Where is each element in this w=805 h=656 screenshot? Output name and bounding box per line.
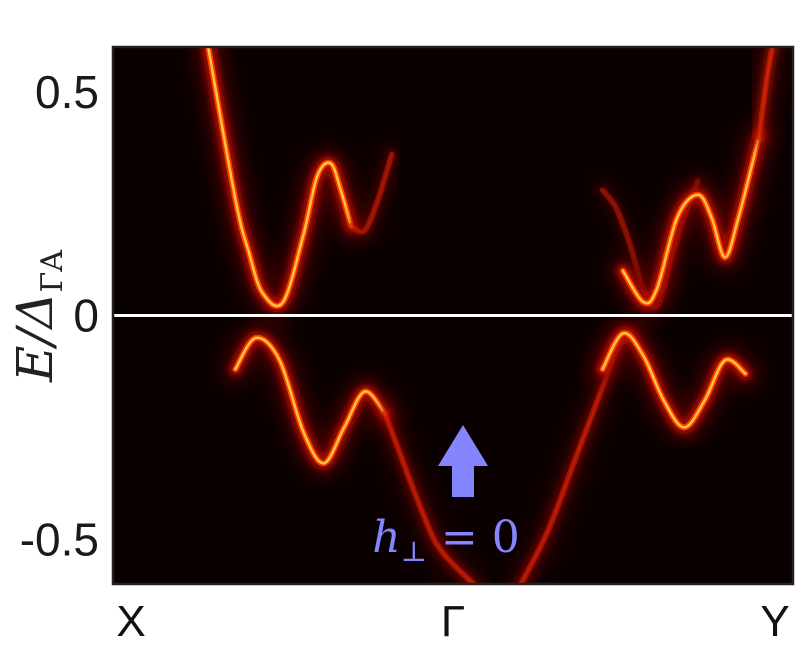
band-1 xyxy=(193,47,366,321)
band-2-stroke-4 xyxy=(349,153,394,233)
annotation-label: h⊥ = 0 xyxy=(372,512,520,568)
band-2 xyxy=(336,139,407,247)
y-axis-label: E/ΔΓA xyxy=(6,250,70,383)
band-4-stroke-4 xyxy=(383,412,475,584)
annotation-group: h⊥ = 0 xyxy=(372,425,520,568)
spectral-bands xyxy=(193,47,789,584)
band-6-stroke-4 xyxy=(621,135,761,305)
up-arrow-icon xyxy=(438,425,488,497)
annotation-equals: = 0 xyxy=(427,512,520,563)
band-6 xyxy=(608,121,774,319)
band-4 xyxy=(370,398,489,584)
band-1-stroke-4 xyxy=(206,47,353,308)
band-9-stroke-4 xyxy=(601,332,747,429)
band-9 xyxy=(587,318,761,443)
y-tick-label: 0.5 xyxy=(35,66,99,118)
band-3-stroke-4 xyxy=(234,336,387,465)
y-tick-labels: 0.5 0 -0.5 xyxy=(20,66,99,566)
band-2-stroke-3 xyxy=(348,151,395,235)
plot-border xyxy=(111,45,795,586)
x-tick-label: X xyxy=(116,597,145,646)
y-axis-label-main: E/Δ xyxy=(6,293,64,383)
y-axis-label-subscript: ΓA xyxy=(35,250,70,293)
y-tick-label: -0.5 xyxy=(20,513,99,565)
annotation-main: h xyxy=(372,512,400,563)
x-tick-label: Y xyxy=(760,597,789,646)
x-tick-label: Γ xyxy=(441,597,465,646)
band-4-stroke-3 xyxy=(382,410,477,584)
band-3 xyxy=(220,322,400,479)
y-tick-label: 0 xyxy=(73,290,99,342)
annotation-subscript: ⊥ xyxy=(401,535,427,568)
